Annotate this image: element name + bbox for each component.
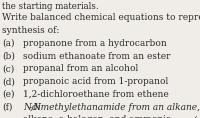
Text: propanone from a hydrocarbon: propanone from a hydrocarbon [23, 39, 167, 48]
Text: (e): (e) [2, 90, 14, 99]
Text: (c): (c) [2, 64, 14, 74]
Text: N,N: N,N [23, 103, 41, 112]
Text: -dimethylethanamide from an alkane, an: -dimethylethanamide from an alkane, an [29, 103, 200, 112]
Text: (d): (d) [2, 77, 15, 86]
Text: synthesis of:: synthesis of: [2, 26, 59, 35]
Text: (a): (a) [2, 39, 14, 48]
Text: (f): (f) [2, 103, 12, 112]
Text: alkene, a halogen, and ammonia: alkene, a halogen, and ammonia [23, 115, 172, 118]
Text: 1,2-dichloroethane from ethene: 1,2-dichloroethane from ethene [23, 90, 169, 99]
Text: propanal from an alcohol: propanal from an alcohol [23, 64, 138, 74]
Text: sodium ethanoate from an ester: sodium ethanoate from an ester [23, 52, 170, 61]
Text: the starting materials.: the starting materials. [2, 2, 99, 11]
Text: (: ( [193, 115, 197, 118]
Text: Write balanced chemical equations to represent th: Write balanced chemical equations to rep… [2, 13, 200, 23]
Text: propanoic acid from 1-propanol: propanoic acid from 1-propanol [23, 77, 168, 86]
Text: (b): (b) [2, 52, 15, 61]
